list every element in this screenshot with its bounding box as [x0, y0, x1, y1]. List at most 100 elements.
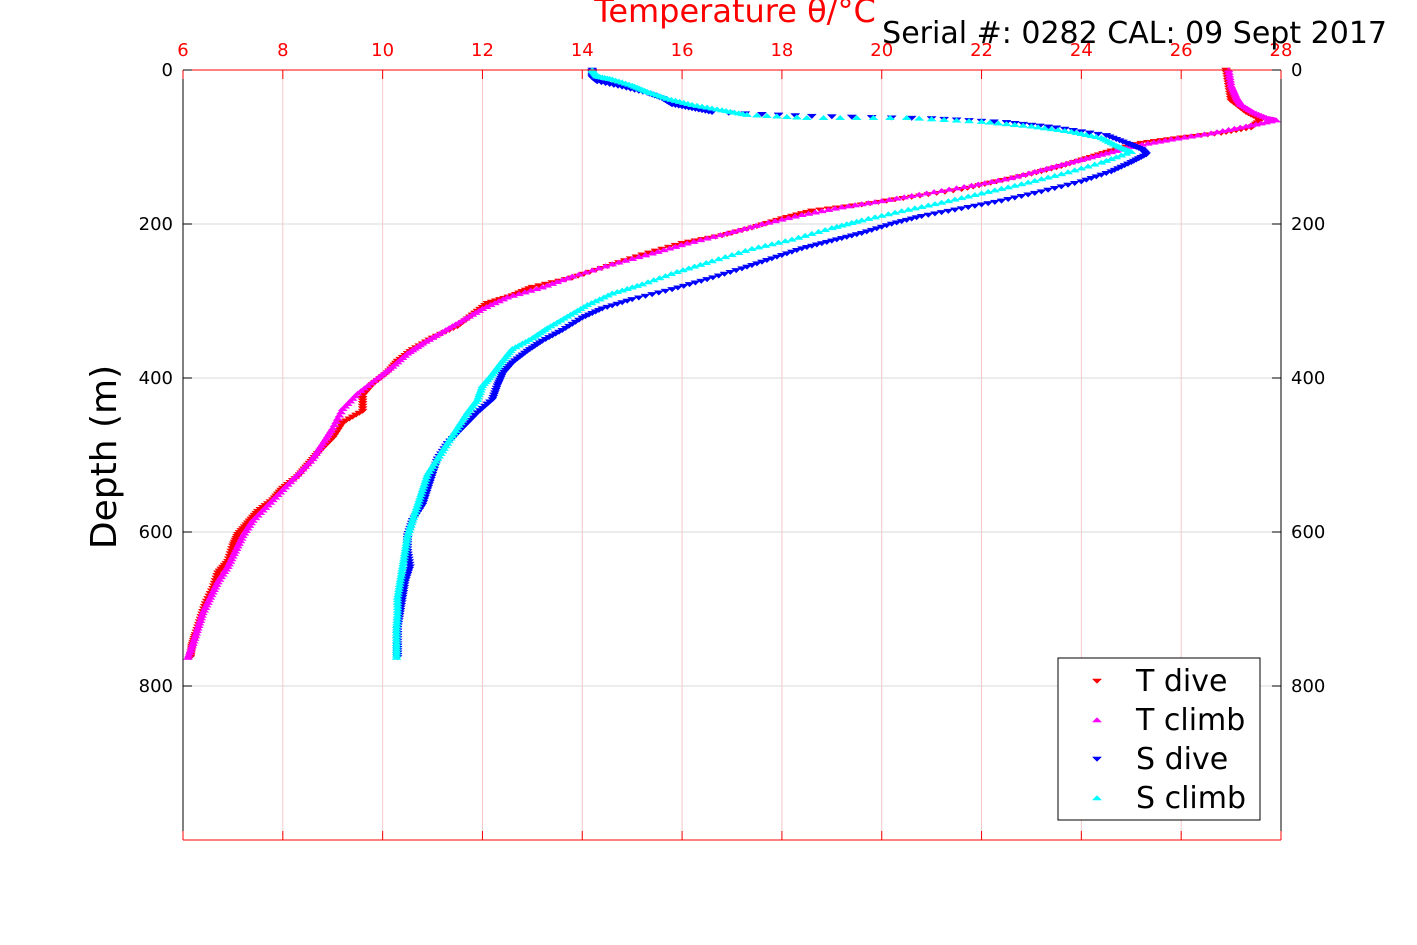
- data-point: [766, 241, 778, 247]
- data-point: [1069, 181, 1080, 187]
- data-point: [489, 300, 501, 306]
- x-tick-label: 12: [471, 40, 494, 61]
- data-point: [884, 114, 896, 121]
- data-point: [654, 275, 665, 281]
- legend-marker: [1091, 756, 1103, 762]
- data-point: [357, 403, 368, 409]
- data-point: [801, 114, 812, 121]
- data-point: [843, 203, 854, 209]
- x-tick-label: 16: [671, 40, 694, 61]
- data-point: [715, 232, 726, 238]
- data-point: [627, 255, 638, 261]
- data-point: [963, 193, 974, 199]
- data-point: [1049, 172, 1060, 178]
- data-point: [936, 187, 947, 193]
- data-point: [761, 112, 773, 118]
- data-point: [966, 182, 977, 188]
- data-point: [1106, 156, 1117, 162]
- y-tick-label-left: 600: [139, 522, 173, 543]
- data-point: [869, 214, 881, 220]
- data-point: [1260, 119, 1272, 125]
- data-point: [983, 188, 994, 194]
- data-point: [989, 187, 1000, 193]
- data-point: [1240, 123, 1252, 129]
- data-point: [1211, 129, 1223, 135]
- data-point: [1116, 152, 1127, 158]
- data-point: [660, 273, 671, 279]
- data-point: [1029, 190, 1040, 196]
- data-point: [1046, 126, 1057, 132]
- data-point: [683, 265, 694, 271]
- data-point: [756, 221, 768, 227]
- data-point: [600, 263, 611, 269]
- data-point: [633, 254, 644, 260]
- y-axis-label: Depth (m): [84, 365, 125, 549]
- x-tick-label: 26: [1170, 40, 1193, 61]
- data-point: [335, 409, 347, 415]
- data-point: [929, 189, 940, 195]
- data-point: [525, 287, 536, 293]
- data-point: [856, 217, 867, 223]
- data-point: [1235, 124, 1246, 130]
- legend-entries: T dive T climb S dive S climb: [1091, 664, 1246, 816]
- data-point: [612, 288, 623, 295]
- data-point: [929, 201, 941, 207]
- data-point: [567, 273, 578, 279]
- data-point: [949, 196, 961, 202]
- data-point: [891, 195, 902, 201]
- data-point: [863, 200, 874, 206]
- data-point: [1052, 127, 1064, 133]
- data-point: [498, 296, 509, 302]
- data-point: [1062, 169, 1074, 175]
- data-point: [182, 654, 194, 660]
- data-point: [688, 238, 699, 244]
- x-tick-label: 14: [571, 40, 594, 61]
- series-s-dive: [392, 67, 1152, 661]
- data-point: [658, 247, 669, 253]
- data-point: [1056, 184, 1067, 190]
- data-point: [1066, 159, 1077, 165]
- data-point: [1186, 133, 1197, 139]
- data-point: [763, 219, 774, 225]
- data-point: [810, 209, 821, 215]
- data-point: [1089, 161, 1100, 167]
- data-point: [212, 570, 224, 576]
- data-point: [1092, 131, 1104, 137]
- data-point: [806, 113, 817, 119]
- y-tick-label-right: 200: [1291, 214, 1325, 235]
- data-point: [780, 238, 791, 244]
- data-point: [357, 406, 368, 412]
- data-point: [984, 119, 995, 125]
- data-point: [1091, 133, 1102, 140]
- data-point: [701, 259, 712, 266]
- data-point: [1148, 139, 1159, 145]
- x-tick-label: 8: [277, 40, 288, 61]
- data-point: [914, 191, 925, 197]
- serial-calibration-text: Serial #: 0282 CAL: 09 Sept 2017: [882, 16, 1387, 51]
- data-point: [926, 116, 937, 122]
- data-point: [666, 271, 677, 277]
- data-point: [999, 176, 1010, 182]
- data-point: [1035, 167, 1046, 173]
- data-point: [1016, 194, 1027, 200]
- data-point: [1086, 132, 1097, 138]
- data-point: [771, 113, 783, 119]
- data-point: [943, 198, 954, 204]
- data-point: [1069, 167, 1080, 173]
- data-point: [1166, 136, 1177, 142]
- data-point: [472, 410, 483, 416]
- legend-marker: [1091, 717, 1103, 723]
- x-tick-label: 22: [970, 40, 993, 61]
- data-point: [642, 279, 654, 285]
- data-point: [667, 287, 678, 293]
- data-point: [783, 215, 794, 221]
- data-point: [1101, 150, 1112, 156]
- data-point: [1023, 170, 1035, 176]
- data-point: [695, 261, 706, 267]
- data-point: [846, 219, 857, 225]
- data-point: [903, 206, 914, 212]
- y-tick-label-left: 200: [139, 214, 173, 235]
- legend-box: [1057, 657, 1261, 821]
- data-point: [956, 195, 967, 201]
